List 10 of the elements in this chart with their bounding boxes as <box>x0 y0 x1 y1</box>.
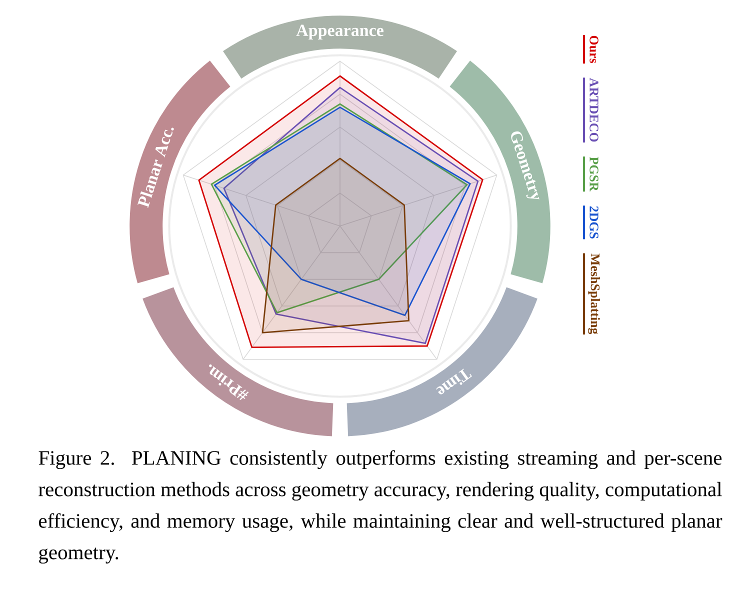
legend-label: Ours <box>590 36 598 64</box>
text: ARTDECO <box>590 78 598 142</box>
spoke-label: Planar Acc. <box>137 128 174 208</box>
text: 2DGS <box>590 206 598 238</box>
spoke-label: Time <box>436 368 472 394</box>
caption: Figure 2. PLANING consistently outperforms existing streaming and per-scene reconstruction methods across geometry accuracy, rendering quality, computational efficiency, and memory usage, while maintaining clear and well-structured planar geometry. <box>38 450 722 564</box>
spoke-label: Appearance <box>296 24 384 40</box>
text: MeshSplatting <box>588 254 600 334</box>
spoke-label: Geometry <box>511 131 540 200</box>
text: PGSR <box>590 156 598 192</box>
